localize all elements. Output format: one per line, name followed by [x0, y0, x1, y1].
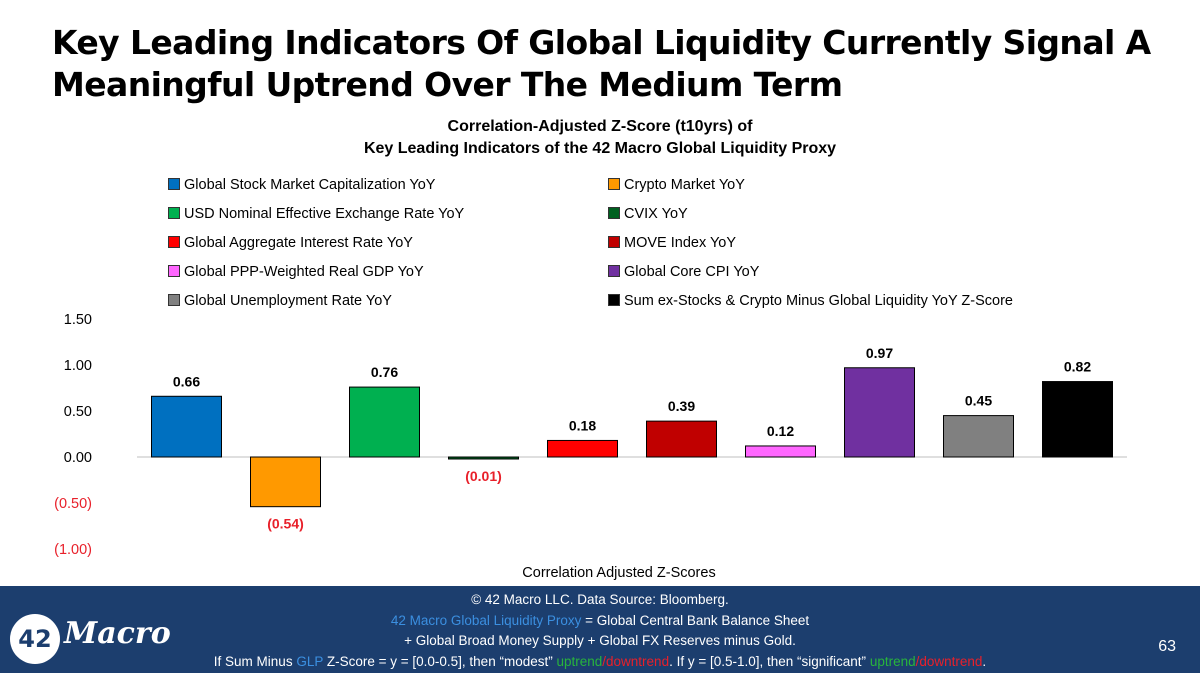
legend-item: MOVE Index YoY: [608, 233, 736, 253]
y-tick-label: 1.00: [64, 358, 92, 374]
slide-title: Key Leading Indicators Of Global Liquidi…: [52, 23, 1151, 104]
y-tick-label: 0.00: [64, 450, 92, 466]
legend-label: MOVE Index YoY: [624, 235, 737, 251]
legend-swatch: [608, 178, 620, 190]
legend-item: CVIX YoY: [608, 204, 688, 224]
legend-label: CVIX YoY: [624, 206, 688, 222]
logo-wordmark: Macro: [64, 616, 171, 651]
legend-item: Global Aggregate Interest Rate YoY: [168, 233, 413, 253]
footer-copyright: © 42 Macro LLC. Data Source: Bloomberg.: [471, 592, 729, 607]
legend-swatch: [168, 265, 180, 277]
bar: [250, 456, 321, 508]
bar: [943, 415, 1014, 458]
legend-swatch: [608, 207, 620, 219]
legend-swatch: [608, 265, 620, 277]
legend-swatch: [168, 178, 180, 190]
legend-swatch: [168, 294, 180, 306]
legend-label: Global Core CPI YoY: [624, 264, 760, 280]
footer-notes: © 42 Macro LLC. Data Source: Bloomberg. …: [0, 590, 1200, 672]
legend-label: Global Stock Market Capitalization YoY: [184, 177, 436, 193]
page-number: 63: [1158, 638, 1176, 655]
data-label: 0.39: [668, 398, 695, 414]
y-tick-label: (1.00): [54, 542, 92, 558]
y-tick-label: (0.50): [54, 496, 92, 512]
bar: [349, 386, 420, 458]
y-tick-label: 1.50: [64, 312, 92, 328]
chart-title-line1: Correlation-Adjusted Z-Score (t10yrs) of: [447, 118, 753, 135]
legend-item: Global Unemployment Rate YoY: [168, 291, 392, 311]
legend-label: Crypto Market YoY: [624, 177, 745, 193]
bar: [547, 439, 618, 458]
legend-item: Crypto Market YoY: [608, 175, 745, 195]
data-label: (0.54): [267, 516, 304, 532]
data-label: 0.97: [866, 345, 893, 361]
footer-glp-definition: 42 Macro Global Liquidity Proxy = Global…: [390, 612, 810, 628]
legend-label: USD Nominal Effective Exchange Rate YoY: [184, 206, 465, 222]
footer-trend-rule: If Sum Minus GLP Z-Score = y = [0.0-0.5]…: [213, 653, 987, 669]
chart-title: Correlation-Adjusted Z-Score (t10yrs) of…: [0, 116, 1200, 160]
bar: [646, 420, 717, 458]
legend-item: Global Core CPI YoY: [608, 262, 759, 282]
42-macro-logo: 42 Macro: [10, 614, 171, 664]
legend-label: Global Unemployment Rate YoY: [184, 293, 392, 309]
legend-label: Sum ex-Stocks & Crypto Minus Global Liqu…: [624, 293, 1013, 309]
legend-item: Global Stock Market Capitalization YoY: [168, 175, 435, 195]
data-label: 0.76: [371, 364, 398, 380]
glp-link[interactable]: 42 Macro Global Liquidity Proxy: [390, 612, 582, 628]
legend-swatch: [608, 294, 620, 306]
bar-chart: 1.50 1.00 0.50 0.00 (0.50) (1.00) 0.66 (0.54) 0.…: [54, 312, 1127, 581]
data-label: (0.01): [465, 468, 502, 484]
legend-item: Global PPP-Weighted Real GDP YoY: [168, 262, 424, 282]
logo-circle: 42: [10, 614, 60, 664]
bar: [745, 445, 816, 458]
footer-glp-definition-cont: + Global Broad Money Supply + Global FX …: [404, 633, 796, 648]
legend-label: Global Aggregate Interest Rate YoY: [184, 235, 413, 251]
x-axis-label: Correlation Adjusted Z-Scores: [522, 565, 715, 581]
legend-swatch: [608, 236, 620, 248]
bar: [448, 456, 519, 460]
data-label: 0.18: [569, 417, 596, 433]
data-label: 0.12: [767, 423, 794, 439]
legend-swatch: [168, 207, 180, 219]
footer-bar: © 42 Macro LLC. Data Source: Bloomberg. …: [0, 586, 1200, 673]
legend-label: Global PPP-Weighted Real GDP YoY: [184, 264, 424, 280]
legend-swatch: [168, 236, 180, 248]
legend-item: USD Nominal Effective Exchange Rate YoY: [168, 204, 464, 224]
chart-legend: Global Stock Market Capitalization YoY Cr…: [168, 175, 1068, 320]
data-label: 0.82: [1064, 359, 1091, 375]
bar: [151, 395, 222, 458]
bar: [844, 367, 915, 458]
chart-title-line2: Key Leading Indicators of the 42 Macro G…: [363, 140, 837, 157]
data-label: 0.66: [173, 373, 200, 389]
y-tick-label: 0.50: [64, 404, 92, 420]
legend-item: Sum ex-Stocks & Crypto Minus Global Liqu…: [608, 291, 1013, 311]
bar: [1042, 381, 1113, 458]
data-label: 0.45: [965, 393, 992, 409]
